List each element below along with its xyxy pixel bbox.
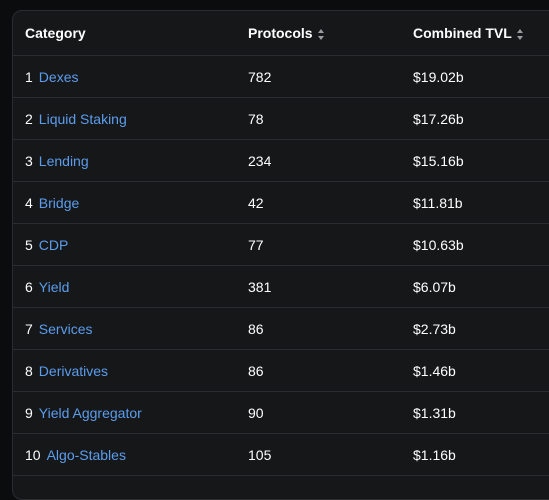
category-link[interactable]: Yield Aggregator (38, 404, 142, 421)
table-row: 10 Algo-Stables 105 $1.16b (13, 433, 549, 476)
protocols-cell: 105 (248, 433, 413, 476)
header-protocols-label: Protocols (248, 25, 313, 41)
protocols-cell: 42 (248, 181, 413, 224)
table-row: 8 Derivatives 86 $1.46b (13, 349, 549, 392)
category-link[interactable]: Dexes (38, 68, 79, 85)
table-row: 4 Bridge 42 $11.81b (13, 181, 549, 224)
header-category: Category (13, 11, 248, 56)
header-tvl-label: Combined TVL (413, 25, 512, 41)
tvl-cell: $11.81b (413, 181, 549, 224)
table-row: 1 Dexes 782 $19.02b (13, 55, 549, 98)
category-cell: 4 Bridge (13, 181, 248, 224)
tvl-cell: $1.46b (413, 349, 549, 392)
tvl-cell: $15.16b (413, 139, 549, 182)
protocols-cell: 78 (248, 97, 413, 140)
category-cell: 6 Yield (13, 265, 248, 308)
category-cell: 1 Dexes (13, 55, 248, 98)
category-cell: 3 Lending (13, 139, 248, 182)
tvl-cell: $10.63b (413, 223, 549, 266)
header-protocols[interactable]: Protocols (248, 11, 413, 56)
rank-number: 5 (25, 236, 33, 253)
category-link[interactable]: Derivatives (38, 362, 109, 379)
rank-number: 10 (25, 446, 41, 463)
rank-number: 1 (25, 68, 33, 85)
table-row: 6 Yield 381 $6.07b (13, 265, 549, 308)
table-row: 9 Yield Aggregator 90 $1.31b (13, 391, 549, 434)
tvl-cell: $2.73b (413, 307, 549, 350)
rank-number: 4 (25, 194, 33, 211)
rank-number: 8 (25, 362, 33, 379)
rank-number: 6 (25, 278, 33, 295)
header-category-label: Category (25, 25, 86, 41)
table-row: 7 Services 86 $2.73b (13, 307, 549, 350)
rank-number: 9 (25, 404, 33, 421)
table-row: 3 Lending 234 $15.16b (13, 139, 549, 182)
protocols-cell: 234 (248, 139, 413, 182)
rank-number: 7 (25, 320, 33, 337)
category-cell: 7 Services (13, 307, 248, 350)
sort-icon[interactable] (516, 28, 524, 40)
category-link[interactable]: Lending (38, 152, 89, 169)
header-combined-tvl[interactable]: Combined TVL (413, 11, 549, 56)
category-link[interactable]: CDP (38, 236, 69, 253)
categories-table-panel: Category Protocols Combined TVL 1 Dexes 78… (12, 10, 549, 500)
protocols-cell: 90 (248, 391, 413, 434)
sort-icon[interactable] (317, 28, 325, 40)
category-link[interactable]: Services (38, 320, 93, 337)
tvl-cell: $6.07b (413, 265, 549, 308)
category-link[interactable]: Liquid Staking (38, 110, 127, 127)
tvl-cell: $1.16b (413, 433, 549, 476)
protocols-cell: 86 (248, 349, 413, 392)
rank-number: 2 (25, 110, 33, 127)
categories-table: Category Protocols Combined TVL 1 Dexes 78… (13, 11, 549, 476)
protocols-cell: 77 (248, 223, 413, 266)
tvl-cell: $17.26b (413, 97, 549, 140)
table-header-row: Category Protocols Combined TVL (13, 11, 549, 56)
protocols-cell: 381 (248, 265, 413, 308)
table-row: 5 CDP 77 $10.63b (13, 223, 549, 266)
category-cell: 5 CDP (13, 223, 248, 266)
protocols-cell: 782 (248, 55, 413, 98)
category-link[interactable]: Algo-Stables (46, 446, 126, 463)
tvl-cell: $19.02b (413, 55, 549, 98)
category-cell: 8 Derivatives (13, 349, 248, 392)
category-cell: 10 Algo-Stables (13, 433, 248, 476)
category-cell: 9 Yield Aggregator (13, 391, 248, 434)
table-row: 2 Liquid Staking 78 $17.26b (13, 97, 549, 140)
rank-number: 3 (25, 152, 33, 169)
protocols-cell: 86 (248, 307, 413, 350)
category-cell: 2 Liquid Staking (13, 97, 248, 140)
category-link[interactable]: Bridge (38, 194, 80, 211)
category-link[interactable]: Yield (38, 278, 70, 295)
tvl-cell: $1.31b (413, 391, 549, 434)
